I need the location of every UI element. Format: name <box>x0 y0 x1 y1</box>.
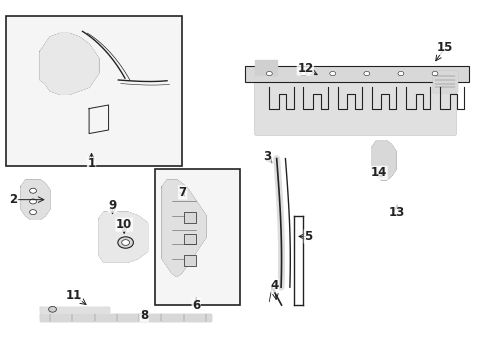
Text: 11: 11 <box>65 288 82 302</box>
Polygon shape <box>40 307 109 312</box>
Text: 3: 3 <box>263 150 271 163</box>
Polygon shape <box>255 60 277 75</box>
Circle shape <box>398 71 404 76</box>
Bar <box>184 212 196 223</box>
Text: 15: 15 <box>437 41 453 54</box>
Polygon shape <box>372 141 396 180</box>
Polygon shape <box>433 71 457 93</box>
Text: 12: 12 <box>297 62 314 75</box>
Circle shape <box>432 71 438 76</box>
Text: 6: 6 <box>192 298 200 311</box>
Polygon shape <box>162 180 206 276</box>
Polygon shape <box>255 80 455 134</box>
Circle shape <box>30 199 36 204</box>
Bar <box>184 255 196 266</box>
Circle shape <box>30 210 36 215</box>
Polygon shape <box>40 314 211 321</box>
Circle shape <box>267 71 272 76</box>
Text: 10: 10 <box>116 218 132 231</box>
Polygon shape <box>40 33 99 94</box>
Bar <box>184 234 196 244</box>
Text: 5: 5 <box>304 230 313 243</box>
Polygon shape <box>21 180 50 219</box>
Text: 7: 7 <box>178 186 187 199</box>
Text: 9: 9 <box>108 199 117 212</box>
Circle shape <box>30 188 36 193</box>
Bar <box>245 66 469 82</box>
Text: 14: 14 <box>371 166 387 179</box>
Bar <box>155 169 240 305</box>
Bar <box>6 16 182 166</box>
Text: 4: 4 <box>270 279 278 292</box>
Circle shape <box>364 71 370 76</box>
Text: 1: 1 <box>87 157 96 170</box>
Circle shape <box>49 306 56 312</box>
Circle shape <box>122 240 129 246</box>
Circle shape <box>118 237 133 248</box>
Text: 13: 13 <box>389 206 405 219</box>
Polygon shape <box>99 212 147 262</box>
Circle shape <box>330 71 336 76</box>
Circle shape <box>300 71 306 76</box>
Text: 8: 8 <box>140 309 148 321</box>
Text: 2: 2 <box>9 193 18 206</box>
